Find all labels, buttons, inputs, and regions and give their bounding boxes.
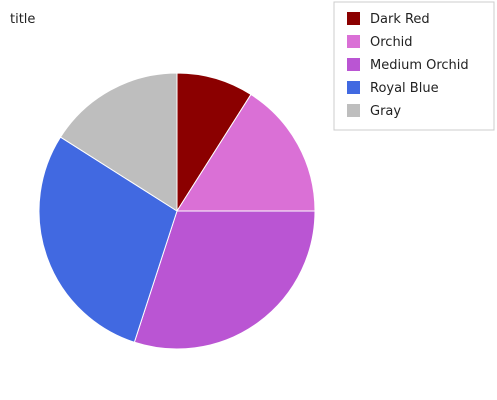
- pie-slice-gray: [59, 72, 178, 212]
- legend-label: Royal Blue: [370, 81, 439, 96]
- legend-items: Dark Red Orchid Medium Orchid Royal Blue Gra…: [347, 12, 469, 119]
- legend-label: Gray: [370, 104, 401, 119]
- legend-label: Medium Orchid: [370, 58, 469, 73]
- pie-slice-medium-orchid: [133, 210, 316, 350]
- pie-slice-orchid: [176, 93, 316, 212]
- pie-slice-royal-blue: [38, 136, 178, 343]
- pie-slices: [38, 72, 316, 350]
- legend-swatch: [347, 12, 360, 25]
- legend: Dark Red Orchid Medium Orchid Royal Blue Gra…: [333, 1, 495, 131]
- chart-title: title: [10, 12, 35, 27]
- legend-swatch: [347, 35, 360, 48]
- legend-swatch: [347, 58, 360, 71]
- legend-swatch: [347, 81, 360, 94]
- legend-frame: [333, 1, 495, 131]
- legend-label: Orchid: [370, 35, 413, 50]
- legend-label: Dark Red: [370, 12, 430, 27]
- legend-swatch: [347, 104, 360, 117]
